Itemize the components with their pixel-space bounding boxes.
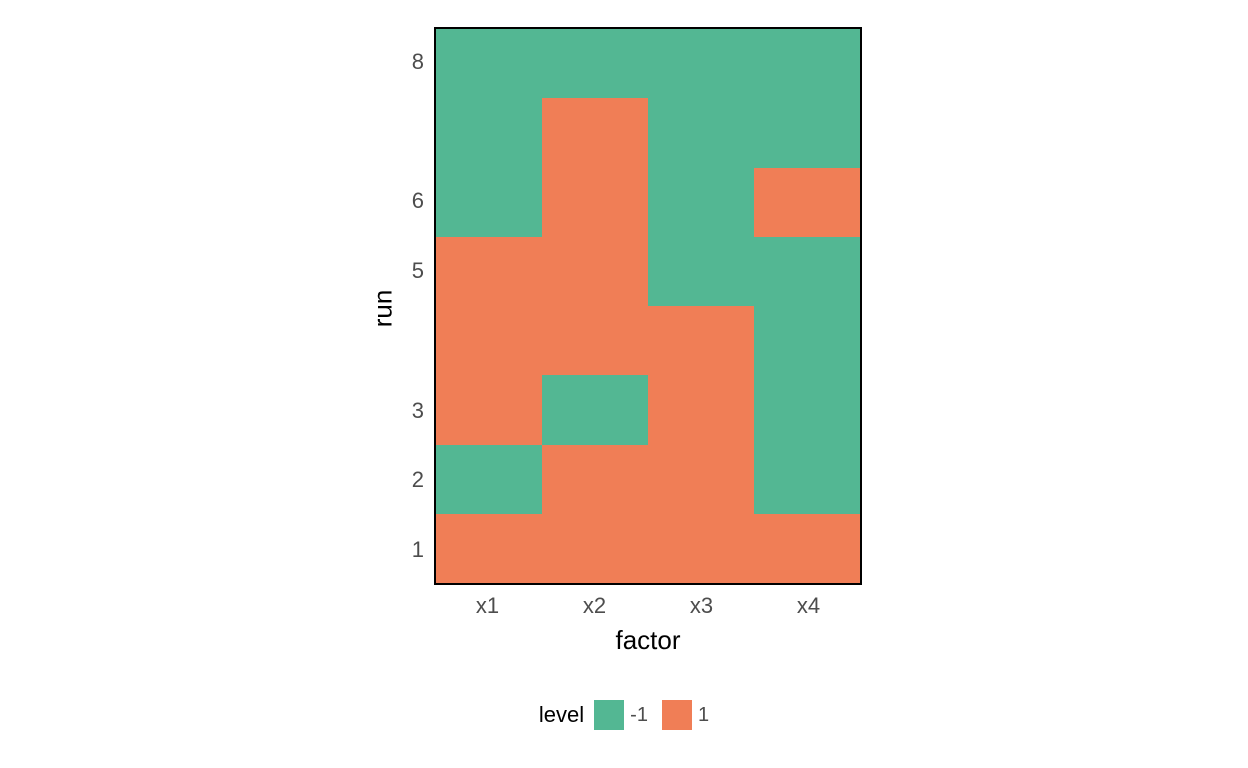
heatmap-cell <box>436 375 542 444</box>
x-tick-label: x3 <box>682 593 722 619</box>
heatmap-cell <box>542 306 648 375</box>
legend-title: level <box>539 702 584 728</box>
y-tick-label: 3 <box>412 398 424 424</box>
heatmap-cell <box>542 445 648 514</box>
heatmap-cell <box>648 29 754 98</box>
heatmap-cell <box>436 29 542 98</box>
heatmap-cell <box>648 514 754 583</box>
heatmap-cell <box>436 168 542 237</box>
heatmap-cell <box>542 29 648 98</box>
heatmap-cell <box>436 306 542 375</box>
legend-item: -1 <box>594 700 648 730</box>
heatmap-cell <box>648 375 754 444</box>
heatmap-cell <box>436 445 542 514</box>
heatmap-cell <box>436 98 542 167</box>
heatmap-cell <box>648 237 754 306</box>
heatmap-cell <box>436 237 542 306</box>
y-tick-label: 6 <box>412 188 424 214</box>
legend-swatch <box>594 700 624 730</box>
y-tick-label: 8 <box>412 49 424 75</box>
heatmap-cell <box>648 168 754 237</box>
legend-label: -1 <box>630 704 648 727</box>
legend: level -1 1 <box>0 700 1248 730</box>
heatmap-cell <box>648 98 754 167</box>
heatmap-cell <box>754 168 860 237</box>
heatmap-cell <box>754 514 860 583</box>
heatmap-panel <box>434 27 862 585</box>
legend-item: 1 <box>662 700 709 730</box>
heatmap-cell <box>754 445 860 514</box>
heatmap-cell <box>754 98 860 167</box>
heatmap-cell <box>436 514 542 583</box>
y-tick-label: 5 <box>412 258 424 284</box>
heatmap-cell <box>542 514 648 583</box>
heatmap-cell <box>542 375 648 444</box>
heatmap-cell <box>754 237 860 306</box>
legend-swatch <box>662 700 692 730</box>
y-tick-label: 1 <box>412 537 424 563</box>
heatmap-cell <box>754 375 860 444</box>
heatmap-cell <box>648 445 754 514</box>
heatmap-cell <box>754 306 860 375</box>
heatmap-grid <box>436 29 860 583</box>
heatmap-cell <box>542 237 648 306</box>
y-tick-label: 2 <box>412 467 424 493</box>
x-tick-label: x2 <box>575 593 615 619</box>
y-axis-title: run <box>367 290 398 328</box>
heatmap-cell <box>754 29 860 98</box>
x-tick-label: x1 <box>468 593 508 619</box>
x-axis-title: factor <box>608 625 688 656</box>
heatmap-cell <box>542 168 648 237</box>
heatmap-cell <box>648 306 754 375</box>
heatmap-cell <box>542 98 648 167</box>
legend-items: -1 1 <box>594 700 709 730</box>
chart-stage: run factor 1 2 3 5 6 8 x1 x2 x3 x4 level -1 1 <box>0 0 1248 768</box>
x-tick-label: x4 <box>789 593 829 619</box>
legend-label: 1 <box>698 704 709 727</box>
